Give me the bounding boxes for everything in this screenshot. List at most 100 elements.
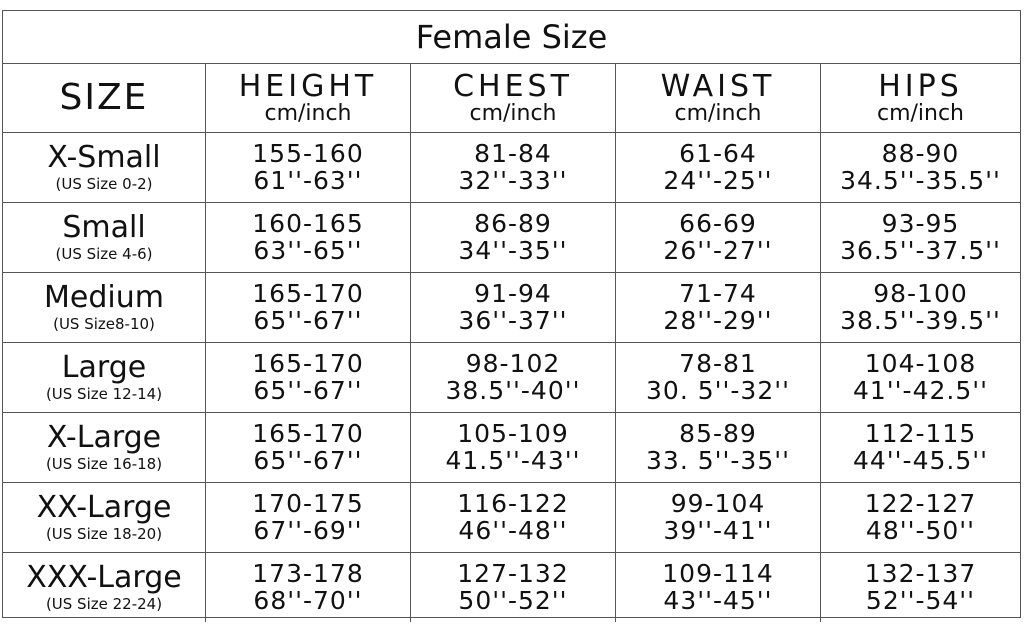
measure-cell: 71-74 28''-29'' bbox=[616, 273, 821, 342]
cm-value: 98-100 bbox=[873, 279, 968, 309]
size-name: Medium bbox=[44, 280, 164, 316]
size-cell: Small (US Size 4-6) bbox=[3, 203, 206, 272]
cm-value: 116-122 bbox=[457, 489, 569, 519]
measure-cell: 109-114 43''-45'' bbox=[616, 553, 821, 622]
cm-value: 112-115 bbox=[864, 419, 977, 449]
measure-cell: 104-108 41''-42.5'' bbox=[821, 343, 1020, 412]
measure-cell: 127-132 50''-52'' bbox=[411, 553, 616, 622]
cm-value: 160-165 bbox=[252, 209, 364, 239]
inch-value: 52''-54'' bbox=[865, 585, 976, 615]
measure-cell: 88-90 34.5''-35.5'' bbox=[821, 133, 1020, 202]
size-cell: X-Small (US Size 0-2) bbox=[3, 133, 206, 202]
header-row: SIZE HEIGHT cm/inch CHEST cm/inch WAIST cm/… bbox=[3, 64, 1020, 133]
cm-value: 165-170 bbox=[252, 279, 364, 309]
measure-cell: 78-81 30. 5''-32'' bbox=[616, 343, 821, 412]
inch-value: 61''-63'' bbox=[253, 165, 363, 195]
us-size: (US Size 4-6) bbox=[55, 244, 153, 263]
header-unit: cm/inch bbox=[674, 101, 762, 127]
cm-value: 104-108 bbox=[864, 349, 977, 379]
cm-value: 99-104 bbox=[670, 489, 766, 519]
inch-value: 39''-41'' bbox=[663, 515, 773, 545]
measure-cell: 105-109 41.5''-43'' bbox=[411, 413, 616, 482]
cm-value: 170-175 bbox=[252, 489, 364, 519]
size-name: XXX-Large bbox=[26, 560, 182, 596]
measure-cell: 165-170 65''-67'' bbox=[206, 273, 411, 342]
inch-value: 30. 5''-32'' bbox=[646, 375, 790, 405]
inch-value: 38.5''-40'' bbox=[445, 375, 581, 405]
measure-cell: 66-69 26''-27'' bbox=[616, 203, 821, 272]
size-name: X-Small bbox=[47, 140, 161, 176]
inch-value: 44''-45.5'' bbox=[853, 445, 988, 475]
size-cell: Large (US Size 12-14) bbox=[3, 343, 206, 412]
header-unit: cm/inch bbox=[264, 101, 352, 127]
measure-cell: 98-102 38.5''-40'' bbox=[411, 343, 616, 412]
us-size: (US Size 18-20) bbox=[45, 524, 163, 543]
inch-value: 65''-67'' bbox=[253, 445, 363, 475]
us-size: (US Size8-10) bbox=[53, 314, 155, 333]
measure-cell: 98-100 38.5''-39.5'' bbox=[821, 273, 1020, 342]
inch-value: 46''-48'' bbox=[458, 515, 568, 545]
table-title: Female Size bbox=[3, 11, 1020, 64]
measure-cell: 85-89 33. 5''-35'' bbox=[616, 413, 821, 482]
table-row: XXX-Large (US Size 22-24) 173-178 68''-7… bbox=[3, 553, 1020, 622]
header-label: HEIGHT bbox=[238, 68, 378, 104]
measure-cell: 160-165 63''-65'' bbox=[206, 203, 411, 272]
size-cell: XX-Large (US Size 18-20) bbox=[3, 483, 206, 552]
size-cell: X-Large (US Size 16-18) bbox=[3, 413, 206, 482]
header-label: CHEST bbox=[453, 68, 573, 104]
measure-cell: 165-170 65''-67'' bbox=[206, 343, 411, 412]
measure-cell: 61-64 24''-25'' bbox=[616, 133, 821, 202]
header-label: WAIST bbox=[660, 68, 776, 104]
inch-value: 65''-67'' bbox=[253, 305, 363, 335]
measure-cell: 93-95 36.5''-37.5'' bbox=[821, 203, 1020, 272]
us-size: (US Size 0-2) bbox=[55, 174, 153, 193]
inch-value: 50''-52'' bbox=[458, 585, 568, 615]
inch-value: 43''-45'' bbox=[663, 585, 773, 615]
measure-cell: 112-115 44''-45.5'' bbox=[821, 413, 1020, 482]
size-cell: XXX-Large (US Size 22-24) bbox=[3, 553, 206, 622]
cm-value: 165-170 bbox=[252, 349, 364, 379]
size-name: Large bbox=[61, 350, 147, 386]
header-waist: WAIST cm/inch bbox=[616, 64, 821, 132]
inch-value: 41''-42.5'' bbox=[853, 375, 988, 405]
us-size: (US Size 22-24) bbox=[45, 594, 163, 613]
us-size: (US Size 12-14) bbox=[45, 384, 163, 403]
inch-value: 32''-33'' bbox=[458, 165, 568, 195]
measure-cell: 132-137 52''-54'' bbox=[821, 553, 1020, 622]
table-row: X-Large (US Size 16-18) 165-170 65''-67'… bbox=[3, 413, 1020, 483]
inch-value: 34.5''-35.5'' bbox=[840, 165, 1001, 195]
table-row: XX-Large (US Size 18-20) 170-175 67''-69… bbox=[3, 483, 1020, 553]
measure-cell: 165-170 65''-67'' bbox=[206, 413, 411, 482]
inch-value: 67''-69'' bbox=[253, 515, 363, 545]
cm-value: 78-81 bbox=[679, 349, 757, 379]
measure-cell: 86-89 34''-35'' bbox=[411, 203, 616, 272]
inch-value: 36''-37'' bbox=[458, 305, 568, 335]
inch-value: 65''-67'' bbox=[253, 375, 363, 405]
cm-value: 71-74 bbox=[679, 279, 757, 309]
header-size-label: SIZE bbox=[59, 77, 149, 119]
inch-value: 48''-50'' bbox=[865, 515, 976, 545]
measure-cell: 122-127 48''-50'' bbox=[821, 483, 1020, 552]
table-row: X-Small (US Size 0-2) 155-160 61''-63'' … bbox=[3, 133, 1020, 203]
inch-value: 26''-27'' bbox=[663, 235, 773, 265]
size-name: XX-Large bbox=[36, 490, 172, 526]
inch-value: 28''-29'' bbox=[663, 305, 773, 335]
table-row: Large (US Size 12-14) 165-170 65''-67'' … bbox=[3, 343, 1020, 413]
cm-value: 86-89 bbox=[474, 209, 552, 239]
header-unit: cm/inch bbox=[876, 101, 965, 127]
cm-value: 105-109 bbox=[457, 419, 569, 449]
measure-cell: 173-178 68''-70'' bbox=[206, 553, 411, 622]
cm-value: 81-84 bbox=[474, 139, 552, 169]
cm-value: 127-132 bbox=[457, 559, 569, 589]
measure-cell: 81-84 32''-33'' bbox=[411, 133, 616, 202]
header-height: HEIGHT cm/inch bbox=[206, 64, 411, 132]
header-label: HIPS bbox=[878, 68, 963, 104]
cm-value: 109-114 bbox=[662, 559, 774, 589]
inch-value: 36.5''-37.5'' bbox=[840, 235, 1001, 265]
cm-value: 122-127 bbox=[864, 489, 977, 519]
measure-cell: 91-94 36''-37'' bbox=[411, 273, 616, 342]
cm-value: 173-178 bbox=[252, 559, 364, 589]
us-size: (US Size 16-18) bbox=[45, 454, 163, 473]
cm-value: 155-160 bbox=[252, 139, 364, 169]
cm-value: 61-64 bbox=[679, 139, 757, 169]
